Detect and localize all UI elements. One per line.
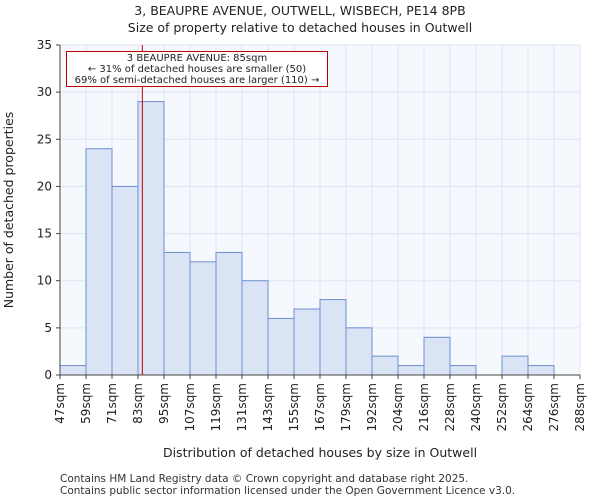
- bar: [319, 299, 347, 376]
- x-tick-label: 216sqm: [417, 383, 431, 431]
- bar: [215, 251, 243, 376]
- x-tick-label: 252sqm: [495, 383, 509, 431]
- bar: [501, 355, 529, 376]
- x-tick-label: 59sqm: [79, 383, 93, 424]
- bar: [397, 365, 425, 376]
- footer-line-2: Contains public sector information licen…: [60, 485, 516, 497]
- footer-line-1: Contains HM Land Registry data © Crown c…: [60, 473, 469, 485]
- y-tick-label: 15: [37, 227, 52, 241]
- annotation-line-2: ← 31% of detached houses are smaller (50…: [87, 64, 307, 75]
- x-tick-label: 107sqm: [183, 383, 197, 431]
- annotation-line-1: 3 BEAUPRE AVENUE: 85sqm: [126, 53, 268, 64]
- x-tick-label: 264sqm: [521, 383, 535, 431]
- y-tick-label: 30: [37, 85, 52, 99]
- annotation-line-3: 69% of semi-detached houses are larger (…: [74, 75, 320, 86]
- y-tick-label: 10: [37, 274, 52, 288]
- y-tick-label: 35: [37, 38, 52, 52]
- x-tick-label: 47sqm: [53, 383, 67, 424]
- y-tick-label: 25: [37, 132, 52, 146]
- bar: [111, 185, 139, 376]
- x-tick-label: 240sqm: [469, 383, 483, 431]
- bar: [85, 148, 113, 376]
- x-tick-label: 95sqm: [157, 383, 171, 424]
- x-tick-label: 204sqm: [391, 383, 405, 431]
- x-tick-label: 155sqm: [287, 383, 301, 431]
- bar: [371, 355, 399, 376]
- x-tick-label: 143sqm: [261, 383, 275, 431]
- y-tick-label: 20: [37, 179, 52, 193]
- x-tick-label: 71sqm: [105, 383, 119, 424]
- x-tick-label: 167sqm: [313, 383, 327, 431]
- bar: [59, 365, 87, 376]
- x-tick-label: 83sqm: [131, 383, 145, 424]
- bar: [163, 251, 191, 376]
- x-axis-label: Distribution of detached houses by size …: [163, 445, 477, 460]
- y-tick-label: 5: [44, 321, 52, 335]
- bar: [293, 308, 321, 376]
- y-axis-label: Number of detached properties: [1, 112, 16, 309]
- bar: [449, 365, 477, 376]
- bar: [241, 280, 269, 376]
- x-tick-label: 179sqm: [339, 383, 353, 431]
- y-tick-label: 0: [44, 368, 52, 382]
- bar: [423, 336, 451, 376]
- x-tick-label: 192sqm: [365, 383, 379, 431]
- x-tick-label: 228sqm: [443, 383, 457, 431]
- bar: [189, 261, 217, 376]
- x-tick-label: 288sqm: [573, 383, 587, 431]
- x-tick-label: 119sqm: [209, 383, 223, 431]
- chart-subtitle: Size of property relative to detached ho…: [127, 20, 473, 35]
- bar: [345, 327, 373, 376]
- chart-title: 3, BEAUPRE AVENUE, OUTWELL, WISBECH, PE1…: [134, 3, 466, 18]
- x-tick-label: 276sqm: [547, 383, 561, 431]
- bar: [267, 317, 295, 376]
- annotation-box: 3 BEAUPRE AVENUE: 85sqm ← 31% of detache…: [66, 51, 328, 87]
- x-tick-label: 131sqm: [235, 383, 249, 431]
- bar: [527, 365, 555, 376]
